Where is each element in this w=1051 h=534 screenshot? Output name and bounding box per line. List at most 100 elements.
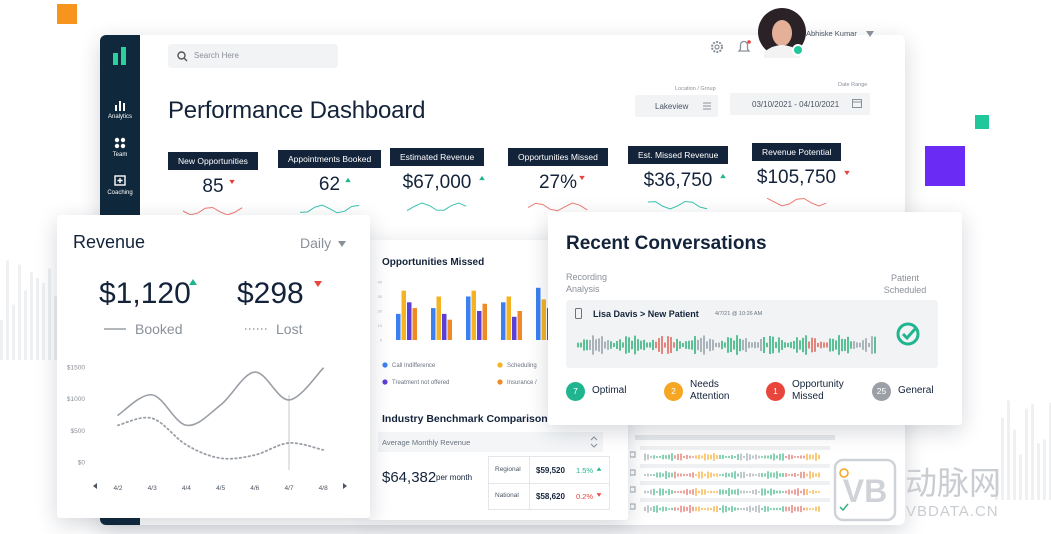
kpi-value: 85 — [202, 176, 224, 197]
bg-bar — [1043, 439, 1046, 500]
nav-label[interactable]: Analytics — [107, 114, 132, 120]
conversations-card: Recent Conversations Recording Analysis … — [548, 212, 962, 425]
y-tick-label: 10 — [378, 323, 383, 328]
bar — [447, 319, 452, 340]
y-tick-label: 0 — [380, 338, 383, 343]
y-tick-label: $1500 — [67, 365, 85, 372]
kpi-value: $36,750 — [643, 170, 713, 191]
status-icon — [839, 468, 849, 478]
count-badge: 7 — [566, 381, 585, 401]
icon-part — [117, 178, 123, 183]
conversation-row[interactable]: Lisa Davis > New Patient 4/7/21 @ 10:26 … — [566, 300, 938, 368]
bg-bar — [1037, 443, 1040, 500]
trend-indicator — [478, 175, 485, 181]
kpi-label: New Opportunities — [168, 152, 258, 170]
user-menu-caret[interactable] — [866, 31, 874, 37]
column-label: Recording Analysis — [566, 272, 608, 294]
kpi-label: Est. Missed Revenue — [628, 146, 729, 164]
chevrons — [590, 436, 598, 448]
kpi-value: $67,000 — [402, 172, 472, 193]
scroll-arrow[interactable] — [343, 483, 347, 489]
kpi-label: Revenue Potential — [752, 143, 842, 161]
nav-label[interactable]: Coaching — [107, 190, 133, 196]
bar — [482, 303, 487, 340]
trend-indicator — [345, 177, 351, 183]
trend-arrow — [314, 281, 322, 287]
placeholder-bar — [640, 481, 830, 485]
row-marker — [630, 486, 636, 493]
y-tick-label: $500 — [71, 428, 86, 435]
line-chart: $0 $500 $1000 $1500 4/2 4/3 4/4 4/5 4/6 4/7 4/8 Boo… — [67, 321, 347, 492]
accent-square — [925, 146, 965, 186]
sparkline-line — [766, 197, 826, 207]
logo-bar — [113, 53, 118, 65]
bar — [477, 311, 482, 340]
trend-indicator — [314, 281, 322, 287]
revenue-card: Revenue Daily $1,120 $298 $0 $500 $1000 $15… — [57, 215, 370, 518]
avatar[interactable] — [756, 6, 810, 62]
metric-select[interactable]: Average Monthly Revenue — [378, 432, 603, 452]
row-change: 0.2% — [576, 492, 594, 501]
legend-label: Optimal — [592, 385, 627, 396]
benchmark-table: Regional $59,520 1.5% National $58,620 0.2% — [488, 456, 610, 510]
y-tick-label: 30 — [378, 294, 383, 299]
watermark-url: VBDATA.CN — [906, 503, 999, 520]
bg-bar — [0, 320, 3, 360]
bg-bar — [1025, 408, 1028, 500]
period-caret[interactable] — [338, 241, 346, 247]
bar — [471, 290, 476, 340]
bg-bar — [1001, 417, 1004, 500]
booked-value: $1,120 — [99, 277, 191, 310]
count-badge: 25 — [872, 381, 891, 401]
sparkline-line — [407, 202, 467, 212]
period-select[interactable]: Daily — [300, 235, 332, 251]
icon-part — [114, 175, 126, 186]
count-badge: 1 — [766, 381, 785, 401]
sparkline — [183, 206, 243, 216]
sparkline — [766, 197, 826, 207]
calendar-icon — [852, 99, 862, 108]
placeholder-bar — [635, 435, 835, 440]
x-tick-label: 4/2 — [113, 485, 122, 492]
conversation-type: > New Patient — [640, 309, 699, 319]
scroll-arrow[interactable] — [93, 483, 97, 489]
search-placeholder: Search Here — [194, 51, 239, 60]
bar — [401, 290, 406, 340]
search-box[interactable]: Search Here — [168, 44, 338, 68]
row-value: $58,620 — [536, 492, 565, 501]
card-title: Opportunities Missed — [382, 257, 485, 268]
conversation-list — [630, 435, 849, 513]
bar — [442, 313, 447, 340]
bg-bar — [42, 282, 45, 360]
legend-label: Treatment not offered — [392, 380, 449, 386]
bg-bar — [1031, 403, 1034, 500]
benchmark-unit: per month — [436, 473, 473, 482]
row-label: National — [495, 492, 519, 499]
bar — [407, 302, 412, 340]
legend-label: Booked — [135, 321, 182, 337]
count-badge: 2 — [664, 381, 683, 401]
series-line — [117, 367, 324, 427]
y-tick-label: 40 — [378, 280, 383, 285]
location-select[interactable]: Lakeview — [635, 95, 718, 117]
legend-swatch — [382, 362, 388, 368]
x-tick-label: 4/7 — [284, 485, 293, 492]
bg-bar — [6, 260, 9, 360]
date-select[interactable]: 03/10/2021 - 04/10/2021 — [730, 93, 870, 115]
sparkline-line — [299, 204, 359, 214]
sparkline-line — [648, 200, 708, 210]
icon-part — [115, 105, 117, 111]
bg-bar — [18, 264, 21, 360]
bar — [512, 316, 517, 340]
legend-label: Scheduling — [507, 363, 537, 369]
logo-bar — [121, 47, 126, 65]
bg-bar — [36, 278, 39, 360]
user-name[interactable]: Abhiske Kumar — [806, 29, 857, 38]
conversation-time: 4/7/21 @ 10:26 AM — [715, 311, 763, 317]
header-icons — [711, 40, 751, 53]
row-label: Regional — [495, 466, 521, 473]
nav-label[interactable]: Team — [112, 152, 128, 158]
icon-part — [114, 137, 120, 143]
